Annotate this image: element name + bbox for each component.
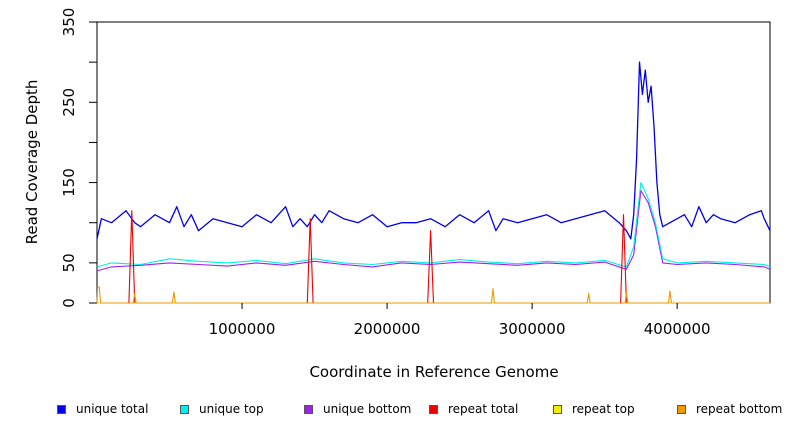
legend-label: unique total (76, 402, 149, 416)
legend-label: repeat total (448, 402, 519, 416)
legend-label: repeat bottom (696, 402, 783, 416)
legend-item-unique-bottom: unique bottom (304, 398, 411, 420)
y-tick-label: 50 (60, 253, 78, 272)
legend-swatch (57, 404, 66, 414)
legend-swatch (553, 404, 562, 414)
legend-item-repeat-total: repeat total (429, 398, 518, 420)
legend-item-repeat-top: repeat top (553, 398, 635, 420)
legend-item-unique-top: unique top (180, 398, 264, 420)
legend-swatch (677, 404, 686, 414)
y-axis-title: Read Coverage Depth (23, 80, 41, 245)
x-tick-label: 3000000 (499, 320, 566, 338)
x-tick-label: 1000000 (209, 320, 276, 338)
legend-label: unique top (199, 402, 264, 416)
x-tick-label: 2000000 (354, 320, 421, 338)
x-axis: 1000000 2000000 3000000 4000000 (209, 303, 711, 338)
y-tick-label: 350 (60, 8, 78, 37)
legend-swatch (429, 404, 438, 414)
series-unique-total-line (96, 61, 771, 240)
x-axis-title: Coordinate in Reference Genome (309, 363, 558, 381)
y-axis: 0 50 150 250 350 (60, 8, 97, 308)
legend-item-unique-total: unique total (57, 398, 148, 420)
y-tick-label: 150 (60, 168, 78, 197)
legend-label: unique bottom (323, 402, 412, 416)
coverage-chart: 1000000 2000000 3000000 4000000 0 50 150 250 35… (23, 8, 771, 381)
y-tick-label: 0 (60, 298, 78, 308)
series-unique-bottom-line (96, 190, 771, 272)
series-repeat-bottom-line (96, 286, 770, 304)
y-tick-label: 250 (60, 88, 78, 117)
legend: unique total unique top unique bottom re… (0, 398, 792, 420)
series-layer (96, 61, 771, 304)
series-unique-top-line (96, 182, 771, 268)
x-tick-label: 4000000 (644, 320, 711, 338)
legend-swatch (180, 404, 189, 414)
legend-label: repeat top (572, 402, 635, 416)
series-repeat-total-line (97, 210, 770, 304)
legend-swatch (304, 404, 313, 414)
legend-item-repeat-bottom: repeat bottom (677, 398, 782, 420)
